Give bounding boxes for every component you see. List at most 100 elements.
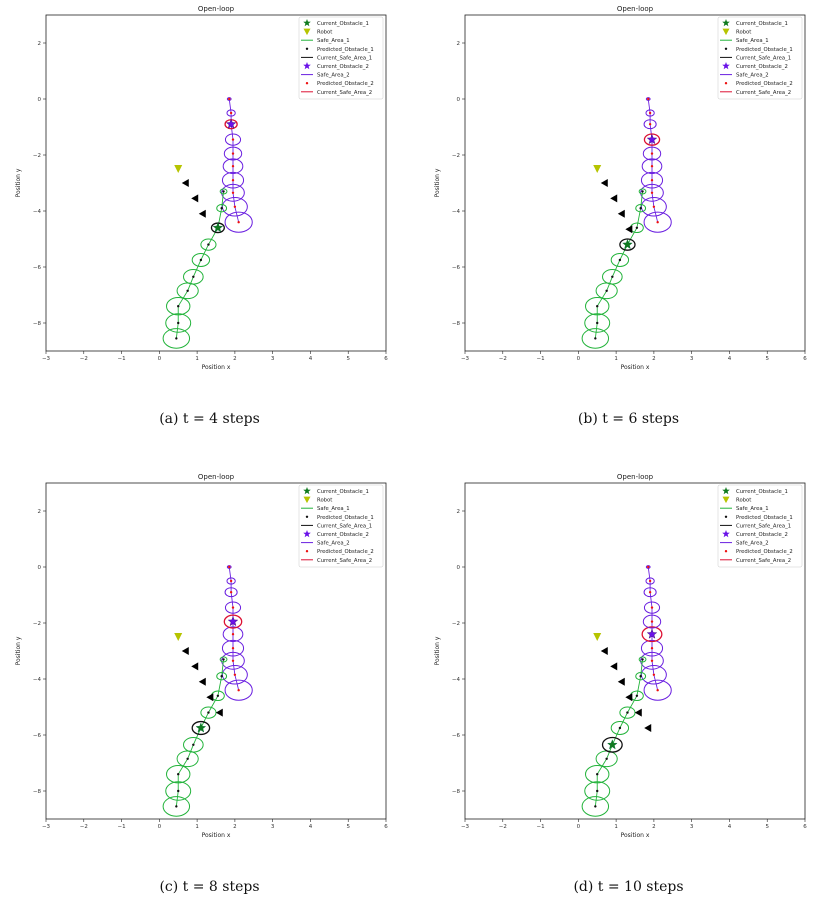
current-safe-area-2 <box>643 133 661 146</box>
current-safe-area-2 <box>223 614 243 629</box>
legend-key-dot-black <box>305 515 309 518</box>
safe-area-2 <box>643 211 672 233</box>
predicted-obstacle-1 <box>641 658 644 661</box>
x-tick-label: 5 <box>765 356 769 362</box>
safe-area-2 <box>221 183 245 202</box>
predicted-obstacle-1 <box>605 757 608 760</box>
x-tick-label: 4 <box>728 824 732 830</box>
legend-box <box>717 16 803 100</box>
predicted-obstacle-2 <box>650 165 654 168</box>
predicted-obstacle-1 <box>596 305 599 308</box>
safe-area-2 <box>643 587 657 598</box>
safe-area-1 <box>183 737 204 753</box>
robot-path-marker <box>617 209 625 218</box>
robot-start-marker <box>174 633 183 641</box>
safe-area-2 <box>226 97 232 101</box>
predicted-obstacle-1 <box>596 789 599 793</box>
robot-path-marker <box>198 209 206 218</box>
safe-area-2 <box>221 651 245 670</box>
x-tick-label: 5 <box>765 824 769 830</box>
predicted-obstacle-2 <box>650 179 654 182</box>
y-tick-label: −4 <box>452 209 461 215</box>
safe-area-2 <box>640 665 667 685</box>
predicted-obstacle-1 <box>175 805 178 808</box>
y-tick-label: −8 <box>33 789 42 795</box>
y-tick-label: −6 <box>33 265 42 271</box>
predicted-obstacle-1 <box>207 711 210 714</box>
legend-key-star-green <box>722 19 730 27</box>
x-tick-label: −1 <box>118 824 126 830</box>
robot-path-marker <box>600 179 608 187</box>
legend-key-triangle <box>303 496 311 504</box>
legend-key-dot-red <box>305 550 309 553</box>
safe-area-1 <box>610 721 630 735</box>
predicted-obstacle-2 <box>233 673 237 676</box>
legend-key-star-green <box>303 19 311 27</box>
predicted-obstacle-2 <box>231 152 235 155</box>
predicted-obstacle-2 <box>231 179 235 182</box>
x-axis-label: Position x <box>202 364 231 371</box>
safe-area-1 <box>191 253 211 267</box>
x-tick-label: −3 <box>461 356 470 362</box>
x-tick-label: 3 <box>271 824 275 830</box>
predicted-obstacle-1 <box>186 757 189 760</box>
predicted-obstacle-2 <box>231 647 235 650</box>
predicted-obstacle-1 <box>596 773 599 776</box>
legend-key-star-purple <box>303 62 311 70</box>
x-axis-label: Position x <box>621 364 650 371</box>
current-obstacle-1-star <box>212 222 224 233</box>
y-tick-label: −2 <box>33 621 41 627</box>
x-tick-label: 4 <box>728 356 732 362</box>
y-axis-label: Position y <box>434 168 441 197</box>
x-tick-label: −1 <box>537 356 545 362</box>
legend-label: Predicted_Obstacle_2 <box>736 81 793 87</box>
predicted-obstacle-1 <box>220 207 223 210</box>
legend-label: Predicted_Obstacle_1 <box>736 515 793 521</box>
predicted-obstacle-2 <box>650 606 654 609</box>
predicted-obstacle-2 <box>237 689 240 692</box>
x-tick-label: −2 <box>80 824 88 830</box>
safe-area-1 <box>585 297 610 316</box>
predicted-obstacle-2 <box>229 111 233 115</box>
safe-area-2 <box>642 614 662 629</box>
safe-area-2 <box>640 183 664 202</box>
safe-area-1 <box>165 781 192 801</box>
predicted-obstacle-2 <box>231 633 235 636</box>
plot-a: Open-loop −3 −2 −1 0 1 2 3 4 5 6 2 0 −2 −4 −6 −8 Position… <box>15 5 388 371</box>
safe-area-2 <box>224 601 242 614</box>
x-tick-label: 4 <box>309 356 313 362</box>
chart-title: Open-loop <box>198 5 235 13</box>
predicted-obstacle-1 <box>635 226 639 229</box>
x-tick-label: 2 <box>652 356 656 362</box>
current-safe-area-1 <box>601 736 623 753</box>
predicted-obstacle-1 <box>177 789 180 793</box>
legend-key-dot-black <box>724 515 728 518</box>
legend-key-triangle <box>303 28 311 36</box>
predicted-obstacle-2 <box>650 191 654 194</box>
safe-area-2 <box>221 639 245 657</box>
safe-area-1 <box>638 188 647 195</box>
x-tick-label: −1 <box>537 824 545 830</box>
safe-area-1 <box>635 672 647 681</box>
x-tick-label: −3 <box>461 824 470 830</box>
safe-area-2 <box>221 171 245 189</box>
predicted-obstacle-2 <box>228 97 231 101</box>
current-obstacle-1-star <box>195 722 207 733</box>
predicted-obstacle-2 <box>656 221 659 224</box>
predicted-obstacle-2 <box>650 647 654 650</box>
safe-area-1 <box>219 188 228 195</box>
predicted-obstacle-2 <box>652 205 656 208</box>
legend-key-triangle <box>722 496 730 504</box>
predicted-obstacle-1 <box>618 258 622 262</box>
predicted-obstacle-1 <box>177 773 180 776</box>
safe-area-1 <box>638 656 647 663</box>
current-obstacle-1-star <box>622 239 633 250</box>
safe-area-1 <box>200 238 217 251</box>
y-tick-label: −4 <box>33 677 42 683</box>
safe-area-2 <box>645 97 651 101</box>
x-tick-label: −1 <box>118 356 126 362</box>
x-tick-label: 6 <box>803 824 807 830</box>
y-tick-label: 2 <box>38 509 42 515</box>
current-obstacle-2-star <box>646 628 658 639</box>
robot-path-marker <box>215 708 223 717</box>
